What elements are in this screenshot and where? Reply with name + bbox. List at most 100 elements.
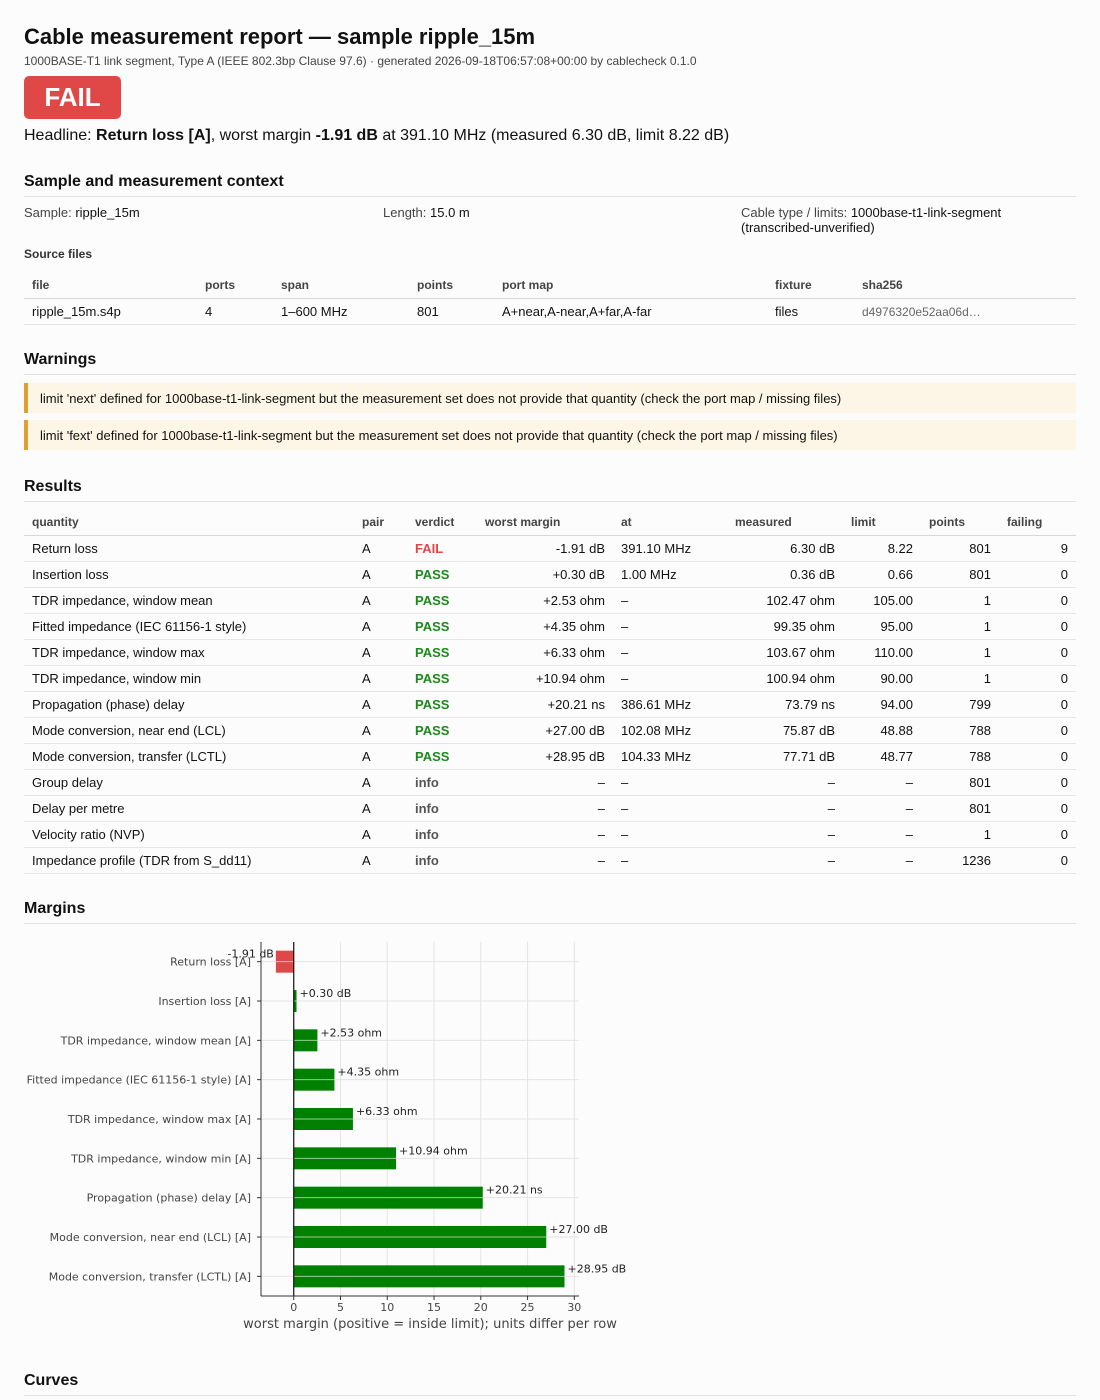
table-cell: 77.71 dB	[727, 743, 843, 770]
verdict-cell: info	[407, 821, 477, 848]
table-cell: 99.35 ohm	[727, 613, 843, 640]
table-cell: 4	[197, 298, 273, 325]
table-cell: A	[354, 535, 407, 562]
cable-label: Cable type / limits:	[741, 205, 848, 220]
table-cell: 0	[999, 691, 1076, 718]
column-header: failing	[999, 509, 1076, 536]
verdict-cell: PASS	[407, 691, 477, 718]
table-cell: -1.91 dB	[477, 535, 613, 562]
table-cell: +10.94 ohm	[477, 665, 613, 692]
column-header: verdict	[407, 509, 477, 536]
bar-value-label: +4.35 ohm	[337, 1066, 399, 1079]
column-header: points	[409, 272, 494, 299]
verdict-cell: PASS	[407, 717, 477, 744]
verdict-cell: PASS	[407, 613, 477, 640]
table-cell: +28.95 dB	[477, 743, 613, 770]
cable-value-note: (transcribed-unverified)	[741, 220, 875, 235]
verdict-cell: PASS	[407, 639, 477, 666]
column-header: quantity	[24, 509, 354, 536]
category-label: Propagation (phase) delay [A]	[87, 1192, 251, 1205]
bar-value-label: -1.91 dB	[227, 948, 274, 961]
context-length: Length: 15.0 m	[383, 205, 470, 220]
table-cell: 94.00	[843, 691, 921, 718]
x-tick-label: 15	[427, 1301, 441, 1314]
table-row: Return loss A FAIL -1.91 dB 391.10 MHz 6.30 d…	[24, 535, 1076, 562]
table-cell: +0.30 dB	[477, 561, 613, 588]
table-cell: A	[354, 613, 407, 640]
headline-mid: , worst margin	[210, 127, 316, 144]
table-cell: 386.61 MHz	[613, 691, 727, 718]
x-axis-label: worst margin (positive = inside limit); …	[243, 1317, 617, 1332]
table-cell: Fitted impedance (IEC 61156-1 style)	[24, 613, 354, 640]
table-cell: 0	[999, 665, 1076, 692]
table-cell: 801	[921, 561, 999, 588]
report-subtitle: 1000BASE-T1 link segment, Type A (IEEE 8…	[24, 54, 697, 68]
column-header: at	[613, 509, 727, 536]
table-cell: +4.35 ohm	[477, 613, 613, 640]
column-header: span	[273, 272, 409, 299]
x-tick-label: 30	[567, 1301, 581, 1314]
context-sample: Sample: ripple_15m	[24, 205, 140, 220]
table-cell: 102.47 ohm	[727, 587, 843, 614]
table-cell: 801	[921, 795, 999, 822]
category-label: Mode conversion, transfer (LCTL) [A]	[49, 1270, 251, 1283]
bar-value-label: +10.94 ohm	[399, 1144, 468, 1157]
table-cell: 391.10 MHz	[613, 535, 727, 562]
length-label: Length:	[383, 205, 427, 220]
table-cell: 0.66	[843, 561, 921, 588]
table-row: Propagation (phase) delay A PASS +20.21 ns 3…	[24, 691, 1076, 718]
table-cell: +20.21 ns	[477, 691, 613, 718]
table-cell: A	[354, 639, 407, 666]
headline-margin: -1.91 dB	[315, 127, 378, 144]
table-cell: –	[843, 847, 921, 874]
column-header: limit	[843, 509, 921, 536]
table-cell: 9	[999, 535, 1076, 562]
page-title: Cable measurement report — sample ripple…	[24, 24, 536, 49]
headline: Headline: Return loss [A], worst margin …	[24, 127, 729, 145]
column-header: fixture	[767, 272, 854, 299]
status-badge: FAIL	[24, 76, 121, 119]
table-cell: A	[354, 587, 407, 614]
table-cell: A	[354, 847, 407, 874]
table-cell: 0	[999, 769, 1076, 796]
table-cell: Delay per metre	[24, 795, 354, 822]
verdict-cell: PASS	[407, 561, 477, 588]
table-cell: 1	[921, 821, 999, 848]
x-tick-label: 10	[380, 1301, 394, 1314]
table-row: Insertion loss A PASS +0.30 dB 1.00 MHz 0.36 …	[24, 561, 1076, 588]
category-label: TDR impedance, window min [A]	[70, 1152, 251, 1165]
column-header: ports	[197, 272, 273, 299]
table-cell: Insertion loss	[24, 561, 354, 588]
column-header: sha256	[854, 272, 1076, 299]
table-cell: 0	[999, 717, 1076, 744]
table-cell: Velocity ratio (NVP)	[24, 821, 354, 848]
table-row: Fitted impedance (IEC 61156-1 style) A PAS…	[24, 613, 1076, 640]
context-heading: Sample and measurement context	[24, 173, 284, 190]
column-header: worst margin	[477, 509, 613, 536]
table-cell: –	[613, 847, 727, 874]
warning-item: limit 'next' defined for 1000base-t1-lin…	[24, 383, 1076, 413]
table-cell: 75.87 dB	[727, 717, 843, 744]
table-cell: 0	[999, 639, 1076, 666]
table-cell: –	[613, 587, 727, 614]
x-tick-label: 25	[521, 1301, 535, 1314]
table-cell: –	[477, 847, 613, 874]
table-cell: files	[767, 298, 854, 325]
table-cell: –	[613, 665, 727, 692]
table-cell: –	[727, 821, 843, 848]
table-cell: TDR impedance, window min	[24, 665, 354, 692]
table-row: Mode conversion, near end (LCL) A PASS +27.…	[24, 717, 1076, 744]
divider	[24, 923, 1076, 924]
table-cell: 801	[921, 769, 999, 796]
table-cell: 788	[921, 743, 999, 770]
results-table: quantity pair verdict worst margin at measure…	[24, 509, 1076, 874]
column-header: file	[24, 272, 197, 299]
table-cell: Mode conversion, near end (LCL)	[24, 717, 354, 744]
table-cell: 1	[921, 587, 999, 614]
column-header: measured	[727, 509, 843, 536]
table-cell: –	[843, 821, 921, 848]
cable-value: 1000base-t1-link-segment	[850, 205, 1002, 220]
table-cell: 799	[921, 691, 999, 718]
column-header: pair	[354, 509, 407, 536]
